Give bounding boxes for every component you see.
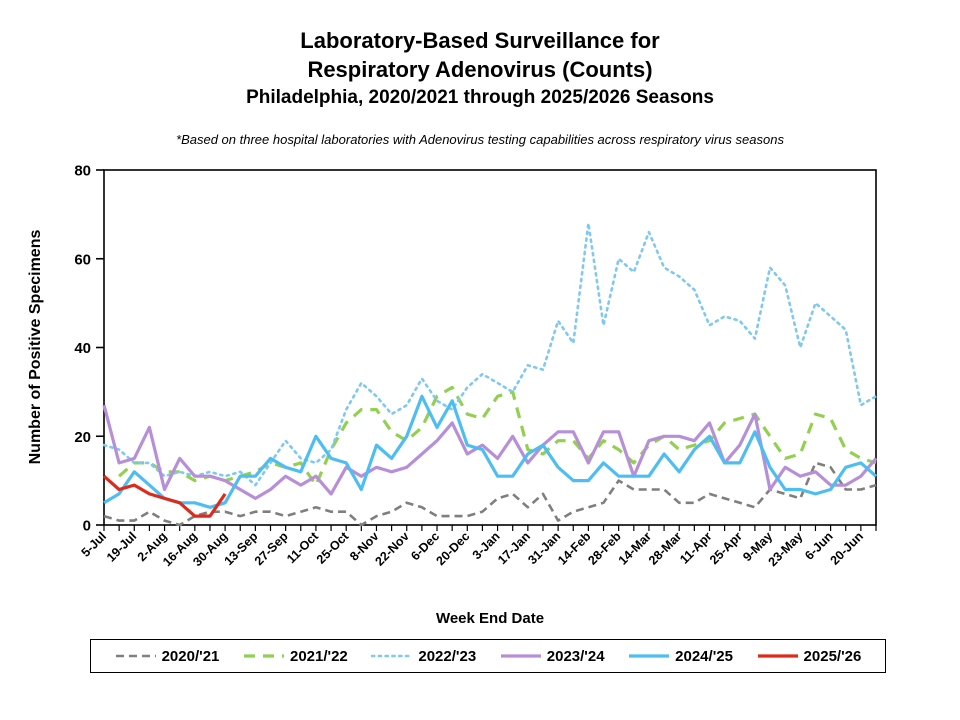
x-tick-label: 28-Feb — [585, 529, 624, 568]
plot-border — [103, 169, 877, 526]
legend-item-2020--21: 2020/'21 — [115, 647, 220, 665]
chart-title-line-1: Laboratory-Based Surveillance for — [300, 28, 660, 53]
chart-title: Laboratory-Based Surveillance for Respir… — [0, 26, 960, 111]
legend-line-sample — [500, 654, 541, 658]
x-tick-label: 30-Aug — [190, 529, 230, 569]
x-tick-label: 11-Oct — [284, 529, 322, 567]
legend-line-sample — [371, 654, 414, 658]
y-tick-label: 20 — [74, 429, 91, 446]
legend-item-2024--25: 2024/'25 — [628, 648, 733, 665]
x-tick-label: 23-May — [766, 529, 806, 569]
legend-label: 2023/'24 — [546, 647, 605, 665]
legend-label: 2025/'26 — [803, 647, 862, 665]
y-tick-label: 80 — [74, 163, 91, 180]
legend-label: 2024/'25 — [675, 647, 733, 665]
y-tick-label: 0 — [83, 518, 91, 535]
y-tick-label: 40 — [74, 340, 91, 357]
x-tick-label: 20-Jun — [828, 529, 866, 567]
series-line-2022--23 — [102, 222, 878, 487]
legend-label: 2022/'23 — [418, 647, 477, 665]
series-line-2025--26 — [102, 474, 227, 518]
series-line-2020--21 — [103, 461, 877, 527]
legend-line-sample — [629, 654, 670, 658]
x-tick-label: 28-Mar — [646, 529, 684, 567]
x-axis-title: Week End Date — [435, 610, 545, 627]
x-tick-label: 25-Apr — [707, 529, 745, 567]
legend-line-sample — [243, 654, 284, 658]
legend-line-sample — [115, 654, 156, 658]
legend-line-sample — [757, 654, 798, 658]
chart-footnote: *Based on three hospital laboratories wi… — [176, 132, 784, 147]
chart-title-line-3: Philadelphia, 2020/2021 through 2025/202… — [246, 87, 714, 108]
series-line-2021--22 — [118, 385, 877, 487]
x-tick-label: 27-Sep — [252, 529, 291, 568]
y-tick-label: 60 — [74, 251, 91, 268]
x-tick-label: 14-Mar — [616, 529, 654, 567]
chart-title-line-2: Respiratory Adenovirus (Counts) — [307, 57, 653, 82]
legend: 2020/'21 2021/'22 2022/'23 2023/'24 2024/'25… — [90, 639, 886, 673]
legend-label: 2021/'22 — [289, 647, 348, 665]
legend-item-2021--22: 2021/'22 — [243, 648, 348, 665]
legend-item-2023--24: 2023/'24 — [500, 648, 605, 665]
series-line-2023--24 — [102, 404, 878, 500]
x-tick-label: 14-Feb — [555, 529, 594, 568]
x-tick-label: 19-Jul — [104, 529, 139, 564]
legend-item-2022--23: 2022/'23 — [371, 648, 476, 665]
x-tick-label: 22-Nov — [372, 529, 411, 568]
x-tick-label: 25-Oct — [314, 529, 352, 567]
x-tick-label: 20-Dec — [434, 529, 473, 568]
legend-item-2025--26: 2025/'26 — [757, 647, 862, 665]
x-tick-label: 17-Jan — [495, 529, 533, 567]
series-line-2024--25 — [103, 394, 878, 509]
x-tick-label: 11-Apr — [677, 529, 715, 567]
legend-label: 2020/'21 — [161, 647, 220, 665]
